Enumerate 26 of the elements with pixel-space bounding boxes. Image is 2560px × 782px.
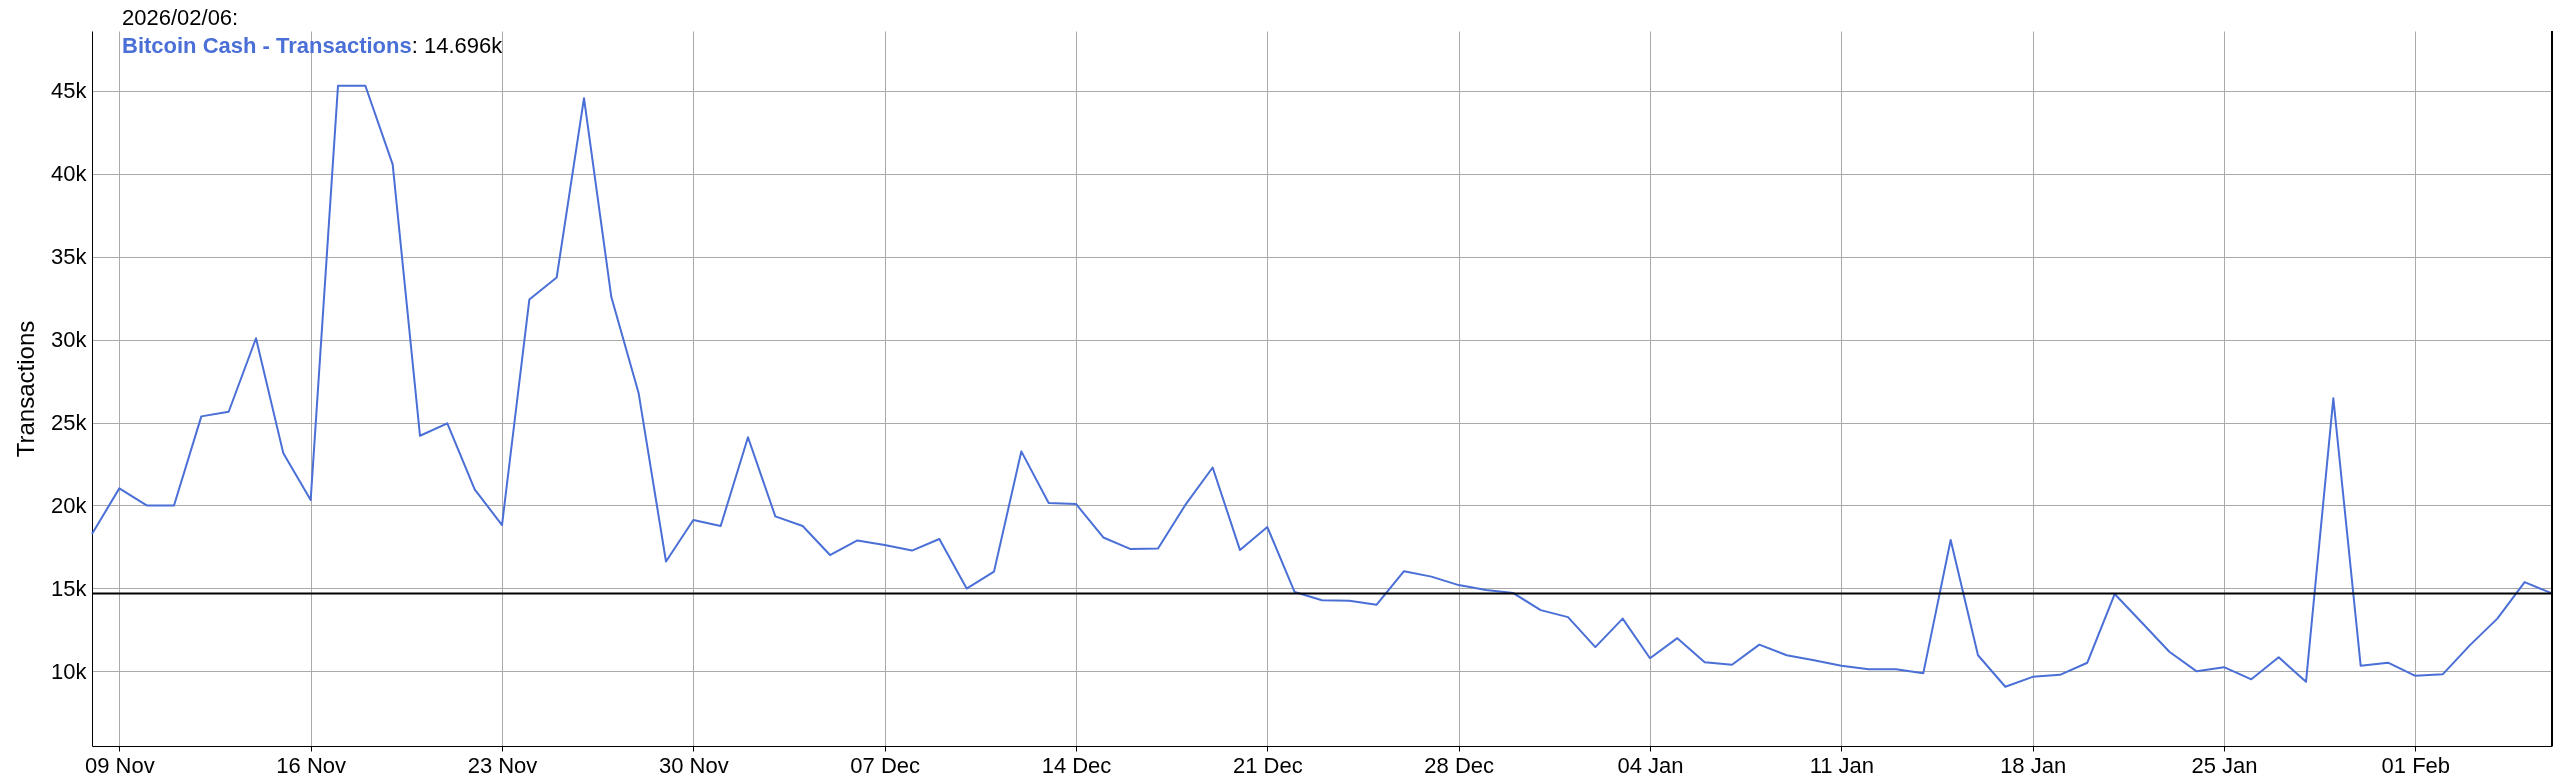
y-tick-label: 45k bbox=[51, 78, 88, 104]
x-tick-label: 21 Dec bbox=[1232, 752, 1303, 778]
y-tick-label: 30k bbox=[51, 327, 88, 353]
y-tick-label: 10k bbox=[51, 658, 88, 684]
x-tick-label: 28 Dec bbox=[1424, 752, 1495, 778]
x-tick-label: 25 Jan bbox=[2191, 752, 2258, 778]
x-tick-label: 07 Dec bbox=[850, 752, 921, 778]
y-tick-label: 20k bbox=[51, 492, 88, 518]
x-tick-label: 01 Feb bbox=[2381, 752, 2451, 778]
annotation: : 14.696k bbox=[411, 33, 503, 58]
x-tick-label: 14 Dec bbox=[1041, 752, 1112, 778]
y-tick-label: 15k bbox=[51, 575, 88, 601]
x-tick-label: 30 Nov bbox=[658, 752, 729, 778]
x-tick-label: 18 Jan bbox=[2000, 752, 2067, 778]
text: Bitcoin Cash - Transactions bbox=[122, 33, 412, 58]
x-tick-label: 04 Jan bbox=[1617, 752, 1684, 778]
x-tick-label: 16 Nov bbox=[276, 752, 347, 778]
y-axis-title: Transactions bbox=[12, 320, 40, 458]
x-tick-label: 11 Jan bbox=[1809, 752, 1875, 778]
x-tick-label: 23 Nov bbox=[467, 752, 538, 778]
y-tick-label: 40k bbox=[51, 161, 88, 187]
x-tick-label: 09 Nov bbox=[84, 752, 155, 778]
y-tick-label: 25k bbox=[51, 410, 88, 436]
text: 2026/02/06: bbox=[122, 4, 240, 32]
y-tick-label: 35k bbox=[51, 244, 88, 270]
line-series bbox=[91, 84, 2553, 688]
